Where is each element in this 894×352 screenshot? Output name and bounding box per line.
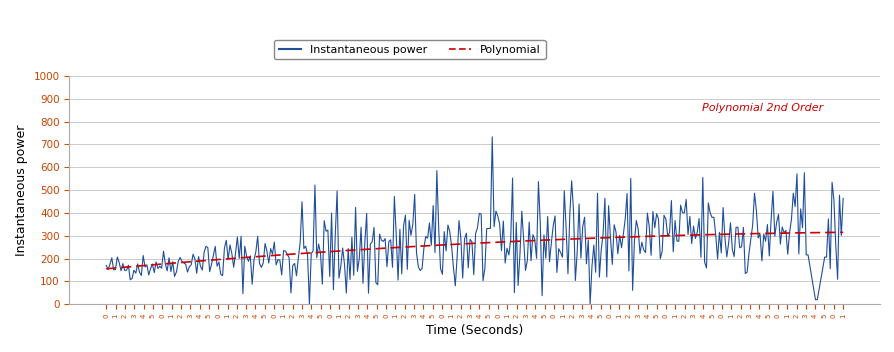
- X-axis label: Time (Seconds): Time (Seconds): [426, 324, 523, 337]
- Legend: Instantaneous power, Polynomial: Instantaneous power, Polynomial: [274, 40, 545, 59]
- Y-axis label: Instantaneous power: Instantaneous power: [15, 124, 28, 256]
- Text: Polynomial 2nd Order: Polynomial 2nd Order: [701, 103, 822, 113]
